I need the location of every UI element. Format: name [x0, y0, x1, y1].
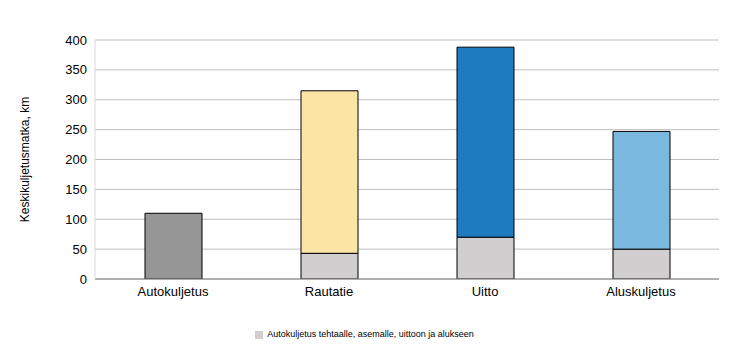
svg-text:Autokuljetus: Autokuljetus [138, 284, 209, 299]
svg-text:Aluskuljetus: Aluskuljetus [606, 284, 676, 299]
svg-text:100: 100 [65, 212, 87, 227]
svg-text:Keskikuljetusmatka, km: Keskikuljetusmatka, km [18, 97, 32, 222]
html-text:Autokuljetus tehtaalle, asemal: Autokuljetus tehtaalle, asemalle, uittoo… [267, 329, 474, 339]
svg-text:150: 150 [65, 182, 87, 197]
svg-text:350: 350 [65, 62, 87, 77]
svg-text:250: 250 [65, 122, 87, 137]
svg-text:Rautatie: Rautatie [305, 284, 353, 299]
svg-text:200: 200 [65, 152, 87, 167]
svg-text:300: 300 [65, 92, 87, 107]
svg-text:50: 50 [73, 242, 87, 257]
svg-text:Uitto: Uitto [472, 284, 499, 299]
svg-text:0: 0 [80, 272, 87, 287]
svg-text:400: 400 [65, 33, 87, 48]
